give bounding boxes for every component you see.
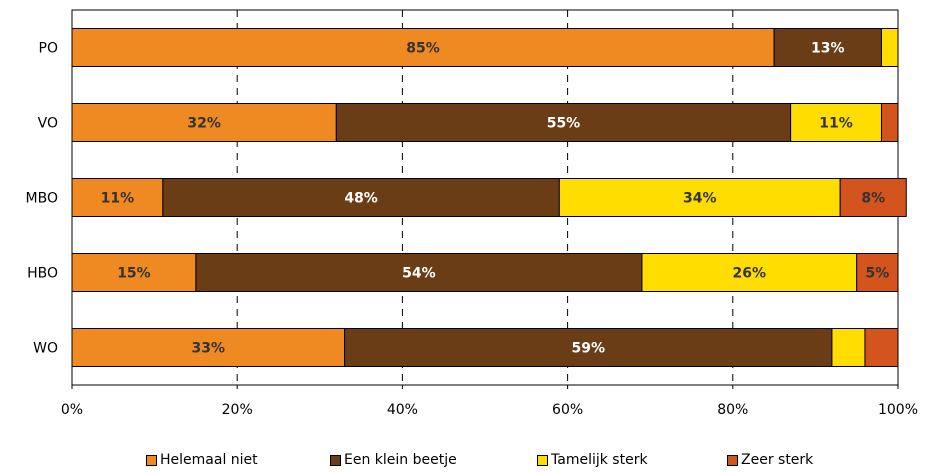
x-tick-label: 40% <box>387 402 418 418</box>
x-tick-label: 0% <box>61 402 83 418</box>
legend-swatch <box>330 454 341 466</box>
category-label: VO <box>38 116 58 132</box>
bar-segment <box>71 253 197 292</box>
x-tick-label: 80% <box>717 402 748 418</box>
legend-swatch <box>727 454 738 466</box>
category-label: MBO <box>26 191 58 207</box>
bar-segment <box>856 253 899 292</box>
bar-segment <box>864 328 899 367</box>
bar-segment <box>880 103 899 142</box>
data-label: 5% <box>865 266 889 282</box>
chart-legend: Helemaal niet Een klein beetje Tamelijk st… <box>0 452 927 472</box>
bar-segment <box>839 178 907 217</box>
data-label: 48% <box>344 191 378 207</box>
data-label: 34% <box>683 191 717 207</box>
bar-segment <box>162 178 560 217</box>
data-label: 11% <box>819 116 853 132</box>
data-label: 13% <box>811 41 845 57</box>
category-label: PO <box>39 41 58 57</box>
data-label: 32% <box>187 116 221 132</box>
category-label: WO <box>33 341 58 357</box>
legend-swatch <box>537 454 548 466</box>
bar-segment <box>71 103 337 142</box>
bar-segment <box>773 28 882 67</box>
data-label: 85% <box>406 41 440 57</box>
data-label: 11% <box>101 191 135 207</box>
x-tick-label: 60% <box>552 402 583 418</box>
data-label: 15% <box>117 266 151 282</box>
legend-label: Een klein beetje <box>344 452 457 468</box>
data-label: 26% <box>733 266 767 282</box>
bar-segment <box>641 253 858 292</box>
legend-swatch <box>146 454 157 466</box>
legend-label: Tamelijk sterk <box>551 452 648 468</box>
legend-item: Helemaal niet <box>146 452 258 468</box>
x-tick-label: 100% <box>878 402 918 418</box>
data-label: 33% <box>192 341 226 357</box>
bar-segment <box>790 103 882 142</box>
bar-segment <box>195 253 643 292</box>
bar-segment <box>344 328 833 367</box>
legend-label: Zeer sterk <box>741 452 814 468</box>
legend-item: Een klein beetje <box>330 452 457 468</box>
legend-item: Zeer sterk <box>727 452 813 468</box>
legend-label: Helemaal niet <box>160 452 258 468</box>
x-tick-label: 20% <box>222 402 253 418</box>
bar-segment <box>335 103 792 142</box>
bar-segment <box>558 178 841 217</box>
data-label: 8% <box>861 191 885 207</box>
data-label: 54% <box>402 266 436 282</box>
bar-segment <box>71 178 164 217</box>
data-label: 55% <box>547 116 581 132</box>
legend-item: Tamelijk sterk <box>537 452 648 468</box>
category-label: HBO <box>27 266 58 282</box>
bar-segment <box>71 328 346 367</box>
bar-segment <box>880 28 899 67</box>
data-label: 59% <box>571 341 605 357</box>
bar-segment <box>831 328 866 367</box>
